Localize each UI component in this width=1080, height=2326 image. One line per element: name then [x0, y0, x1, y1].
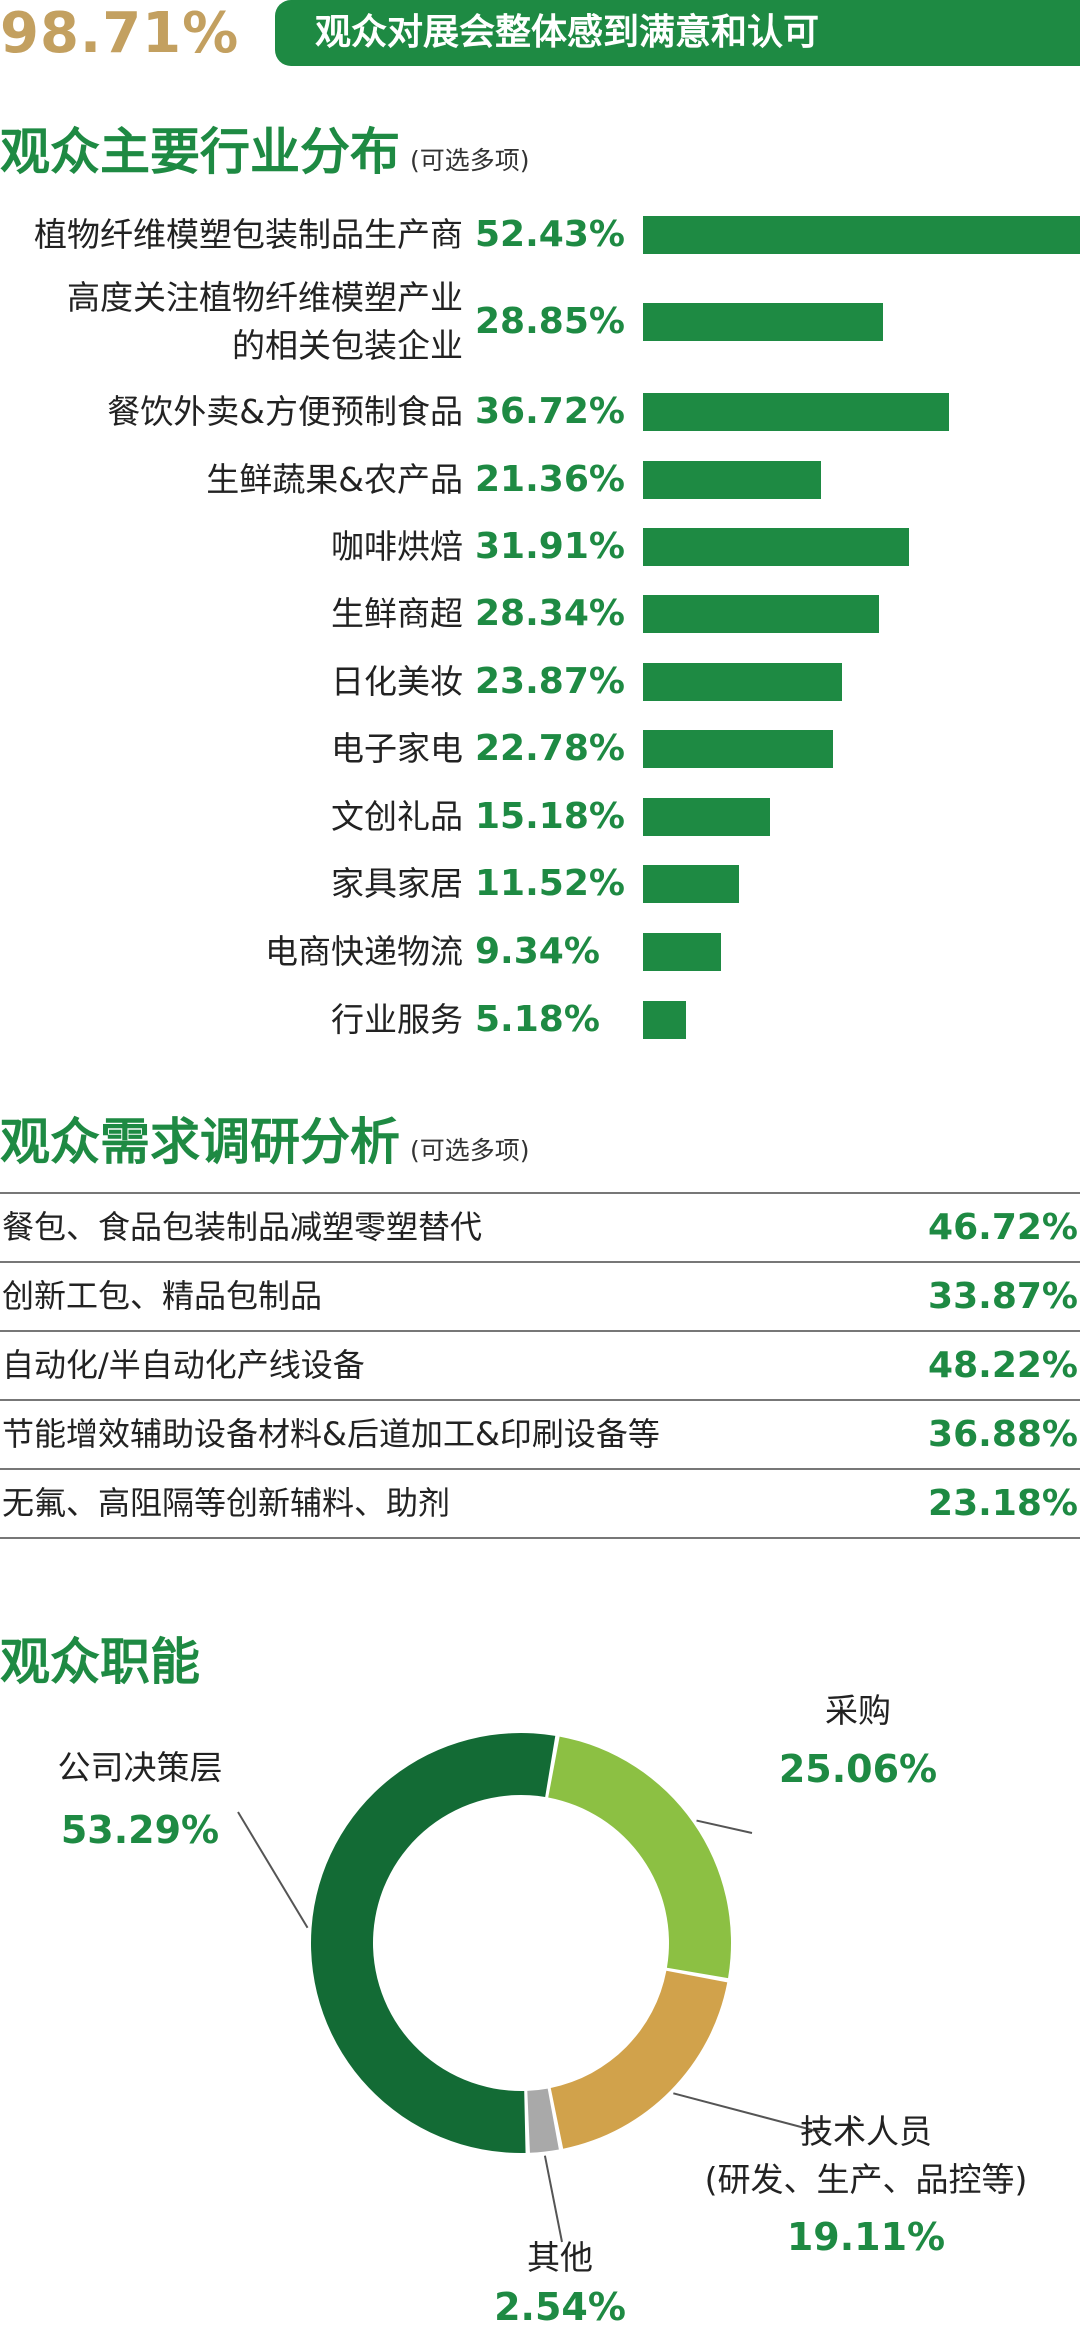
bar-category-label: 植物纤维模塑包装制品生产商 — [34, 211, 463, 259]
bar-category-line: 生鲜蔬果&农产品 — [206, 460, 463, 499]
donut-slice — [550, 1970, 728, 2149]
donut-slice-value: 25.06% — [779, 1747, 937, 1791]
table-row-value: 36.88% — [928, 1414, 1078, 1455]
bar-value-label: 52.43% — [475, 214, 625, 255]
needs-title-text: 观众需求调研分析 — [0, 1113, 400, 1171]
bar-value-label: 36.72% — [475, 391, 625, 432]
table-row-label: 自动化/半自动化产线设备 — [2, 1346, 365, 1384]
bar-category-line: 电商快递物流 — [265, 932, 463, 971]
table-row-label: 餐包、食品包装制品减塑零塑替代 — [2, 1208, 483, 1246]
donut-slice-label: 公司决策层 — [58, 1748, 223, 1787]
table-row-label: 创新工包、精品包制品 — [2, 1277, 323, 1315]
bar-value-label: 21.36% — [475, 459, 625, 500]
bar — [643, 933, 721, 971]
bar — [643, 303, 883, 341]
needs-table: 餐包、食品包装制品减塑零塑替代 46.72% 创新工包、精品包制品 33.87% 自动化… — [0, 1192, 1080, 1539]
bar-category-label: 日化美妆 — [331, 658, 463, 706]
table-row: 餐包、食品包装制品减塑零塑替代 46.72% — [0, 1192, 1080, 1263]
industry-section-title: 观众主要行业分布 (可选多项) — [0, 112, 530, 184]
satisfaction-text: 观众对展会整体感到满意和认可 — [315, 12, 820, 53]
bar-category-line: 咖啡烘焙 — [331, 527, 463, 566]
donut-slice-value: 19.11% — [787, 2215, 945, 2259]
donut-slice-label: 其他 — [527, 2238, 593, 2277]
table-row-value: 23.18% — [928, 1483, 1078, 1524]
donut-slice — [311, 1733, 556, 2153]
bar-value-label: 9.34% — [475, 931, 600, 972]
bar-value-label: 22.78% — [475, 728, 625, 769]
bar-category-line: 的相关包装企业 — [232, 326, 463, 365]
bar-category-label: 咖啡烘焙 — [331, 523, 463, 571]
bar — [643, 663, 842, 701]
bar-category-line: 文创礼品 — [331, 797, 463, 836]
bar — [643, 865, 739, 903]
bar — [643, 595, 879, 633]
donut-slice-label: (研发、生产、品控等) — [705, 2160, 1028, 2199]
role-section-title: 观众职能 — [0, 1622, 200, 1694]
table-row-label: 节能增效辅助设备材料&后道加工&印刷设备等 — [2, 1415, 660, 1453]
bar-value-label: 5.18% — [475, 999, 600, 1040]
table-row-value: 46.72% — [928, 1207, 1078, 1248]
table-row: 节能增效辅助设备材料&后道加工&印刷设备等 36.88% — [0, 1401, 1080, 1470]
bar-category-line: 电子家电 — [331, 729, 463, 768]
table-row-value: 33.87% — [928, 1276, 1078, 1317]
donut-leader-line — [543, 2155, 563, 2243]
table-row: 创新工包、精品包制品 33.87% — [0, 1263, 1080, 1332]
bar-category-label: 生鲜蔬果&农产品 — [206, 456, 463, 504]
bar-category-label: 行业服务 — [331, 996, 463, 1044]
bar-value-label: 28.34% — [475, 593, 625, 634]
bar-category-line: 植物纤维模塑包装制品生产商 — [34, 215, 463, 254]
donut-slice — [527, 2088, 559, 2153]
satisfaction-banner: 观众对展会整体感到满意和认可 — [275, 0, 1080, 66]
bar-category-label: 生鲜商超 — [331, 590, 463, 638]
table-row-label: 无氟、高阻隔等创新辅料、助剂 — [2, 1484, 451, 1522]
needs-section-title: 观众需求调研分析 (可选多项) — [0, 1102, 530, 1174]
bar-value-label: 23.87% — [475, 661, 625, 702]
bar-value-label: 15.18% — [475, 796, 625, 837]
donut-slice-label: 采购 — [825, 1691, 891, 1730]
bar-category-line: 家具家居 — [331, 864, 463, 903]
donut-leader-line — [673, 2092, 821, 2133]
bar-value-label: 31.91% — [475, 526, 625, 567]
bar — [643, 730, 833, 768]
table-row: 无氟、高阻隔等创新辅料、助剂 23.18% — [0, 1470, 1080, 1539]
bar — [643, 216, 1080, 254]
bar-category-label: 文创礼品 — [331, 793, 463, 841]
bar-value-label: 11.52% — [475, 863, 625, 904]
donut-slice-value: 53.29% — [61, 1808, 219, 1852]
bar — [643, 461, 821, 499]
bar-category-line: 生鲜商超 — [331, 594, 463, 633]
bar — [643, 393, 949, 431]
needs-note: (可选多项) — [410, 1136, 530, 1165]
bar-category-label: 家具家居 — [331, 860, 463, 908]
bar-category-line: 行业服务 — [331, 1000, 463, 1039]
bar — [643, 528, 909, 566]
bar-category-label: 餐饮外卖&方便预制食品 — [107, 388, 463, 436]
bar — [643, 798, 770, 836]
bar-category-label: 电商快递物流 — [265, 928, 463, 976]
bar-category-label: 高度关注植物纤维模塑产业的相关包装企业 — [67, 274, 463, 370]
bar — [643, 1001, 686, 1039]
bar-category-line: 餐饮外卖&方便预制食品 — [107, 392, 463, 431]
donut-leader-line — [237, 1811, 309, 1929]
satisfaction-percent: 98.71% — [0, 1, 240, 66]
industry-note: (可选多项) — [410, 146, 530, 175]
bar-value-label: 28.85% — [475, 301, 625, 342]
table-row-value: 48.22% — [928, 1345, 1078, 1386]
bar-category-label: 电子家电 — [331, 725, 463, 773]
table-row: 自动化/半自动化产线设备 48.22% — [0, 1332, 1080, 1401]
donut-leader-line — [696, 1819, 753, 1834]
industry-title-text: 观众主要行业分布 — [0, 123, 400, 181]
role-title-text: 观众职能 — [0, 1633, 200, 1691]
donut-slice-value: 2.54% — [494, 2285, 626, 2326]
bar-category-line: 高度关注植物纤维模塑产业 — [67, 278, 463, 317]
donut-slice-label: 技术人员 — [800, 2112, 932, 2151]
role-donut-chart: 采购 25.06% 技术人员 (研发、生产、品控等) 19.11% 其他 2.54% 公司决策… — [58, 1691, 1028, 2326]
bar-category-line: 日化美妆 — [331, 662, 463, 701]
donut-slice — [548, 1736, 731, 1979]
